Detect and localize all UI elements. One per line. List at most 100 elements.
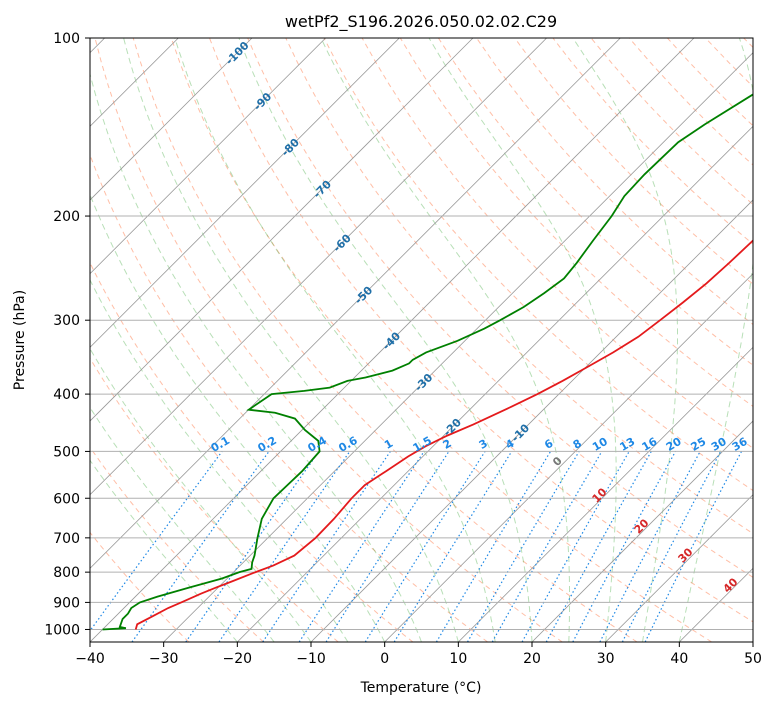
moist-adiabat-label: 40 <box>721 575 741 595</box>
isotherm-label: -50 <box>352 283 375 306</box>
x-tick-label: 30 <box>597 651 615 667</box>
isotherm-line <box>90 38 326 275</box>
moist-adiabat <box>90 193 386 642</box>
dry-adiabat <box>437 38 753 366</box>
isotherm-line <box>752 641 753 642</box>
isotherm-label: -80 <box>279 136 302 159</box>
moist-adiabat <box>123 38 459 642</box>
isotherm-label: -70 <box>311 177 334 200</box>
moist-adiabat <box>320 38 570 642</box>
mixing-ratio-line <box>262 451 391 642</box>
dry-adiabat <box>743 38 753 49</box>
mixing-ratio-line <box>644 451 743 642</box>
x-tick-label: 10 <box>449 651 467 667</box>
isotherm-line <box>163 52 753 642</box>
dry-adiabat <box>170 38 712 642</box>
moist-adiabat-label: 20 <box>632 516 652 536</box>
dry-adiabat <box>552 38 753 245</box>
moist-adiabat <box>174 38 496 642</box>
line-labels: 0.1 0.2 0.4 0.6 1 1.5 2 3 4 6 8 10 13 16 20 25 30 36-100-… <box>209 39 750 596</box>
isotherm-line <box>679 567 753 642</box>
isotherm-label: -20 <box>441 416 464 439</box>
moist-adiabat-label: 30 <box>676 545 696 565</box>
background-lines <box>90 38 753 642</box>
moist-adiabat-label: 10 <box>590 485 610 505</box>
y-tick-label: 600 <box>53 491 80 507</box>
y-axis: 100 200 300 400 500 600 700 800 900 1000 <box>44 31 90 638</box>
mixing-ratio-line <box>521 451 630 642</box>
dry-adiabat <box>399 38 753 408</box>
isotherm-line <box>90 38 695 642</box>
mixing-ratio-line <box>621 451 722 642</box>
mixing-ratio-line <box>90 451 223 632</box>
y-tick-label: 300 <box>53 313 80 329</box>
mixing-ratio-line <box>218 451 351 642</box>
x-tick-label: −40 <box>75 651 105 667</box>
dewpoint-profile <box>102 93 753 631</box>
moist-adiabat <box>90 72 422 642</box>
isotherm-line <box>90 38 474 422</box>
isotherm-line <box>90 38 253 201</box>
x-tick-label: −10 <box>296 651 326 667</box>
isotherm-line <box>384 273 753 642</box>
mixing-ratio-line <box>435 451 552 642</box>
isotherm-line <box>310 199 753 642</box>
y-tick-label: 400 <box>53 387 80 403</box>
isotherm-label: -90 <box>251 90 274 113</box>
dry-adiabat <box>90 446 264 642</box>
moist-adiabat <box>238 38 533 642</box>
mixing-ratio-line <box>393 451 513 642</box>
y-tick-label: 200 <box>53 209 80 225</box>
y-tick-label: 800 <box>53 565 80 581</box>
moist-adiabat <box>572 38 678 642</box>
dry-adiabat <box>90 153 488 642</box>
mixing-ratio-label: 2 <box>441 437 454 452</box>
chart-title: wetPf2_S196.2026.050.02.02.C29 <box>285 12 557 32</box>
mixing-ratio-label: 6 <box>542 437 555 452</box>
isotherm-line <box>458 346 753 642</box>
isotherm-line <box>90 38 400 348</box>
x-tick-label: −20 <box>223 651 253 667</box>
mixing-ratio-line <box>185 451 320 642</box>
moist-adiabat <box>678 38 753 642</box>
isotherm-label: -40 <box>380 329 403 352</box>
isotherm-line <box>90 38 621 569</box>
moist-adiabat <box>428 38 617 642</box>
mixing-ratio-line <box>325 451 450 642</box>
y-tick-label: 100 <box>53 31 80 47</box>
mixing-ratio-line <box>364 451 486 642</box>
isotherm-line <box>237 125 753 642</box>
isotherm-label: -100 <box>223 39 252 68</box>
isotherm-line <box>90 38 547 496</box>
mixing-ratio-line <box>298 451 425 642</box>
isotherm-line <box>605 494 753 642</box>
isotherm-label: -60 <box>331 231 354 254</box>
moist-adiabat <box>90 347 312 642</box>
dry-adiabat <box>209 38 753 623</box>
x-axis-label: Temperature (°C) <box>360 680 482 696</box>
dry-adiabat <box>90 357 339 642</box>
x-axis: −40 −30 −20 −10 0 10 20 30 40 50 <box>75 642 762 667</box>
mixing-ratio-line <box>545 451 652 642</box>
x-tick-label: 20 <box>523 651 541 667</box>
dry-adiabat <box>90 531 190 642</box>
temperature-profile <box>134 239 753 630</box>
moist-adiabat <box>90 459 238 642</box>
x-tick-label: −30 <box>149 651 179 667</box>
plot-frame <box>89 37 754 643</box>
dry-adiabat <box>94 38 563 642</box>
y-tick-label: 700 <box>53 531 80 547</box>
sounding-profiles <box>102 93 753 631</box>
x-tick-label: 40 <box>670 651 688 667</box>
dry-adiabat <box>132 38 638 642</box>
x-tick-label: 0 <box>380 651 389 667</box>
dry-adiabat <box>247 38 753 578</box>
dry-adiabat <box>514 38 753 285</box>
y-tick-label: 1000 <box>44 622 80 638</box>
y-tick-label: 900 <box>53 595 80 611</box>
y-tick-label: 500 <box>53 444 80 460</box>
mixing-ratio-line <box>466 451 580 642</box>
moist-adiabat <box>90 278 349 642</box>
isotherm-line <box>531 420 753 642</box>
